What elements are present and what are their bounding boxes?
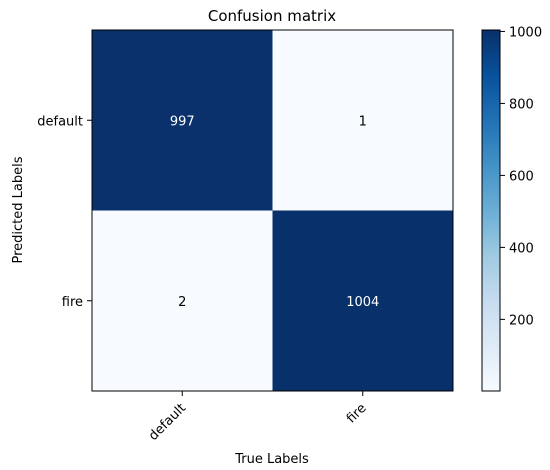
x-axis-label: True Labels: [234, 452, 309, 467]
cell-value-label: 997: [170, 114, 195, 129]
x-axis: default fire: [146, 391, 370, 444]
colorbar-tick-label: 1000: [509, 25, 542, 40]
heatmap-cell: [272, 30, 453, 211]
colorbar-ticks: 200 400 600 800 1000: [500, 25, 542, 328]
colorbar: 200 400 600 800 1000: [481, 25, 542, 392]
heatmap-cell: [272, 210, 453, 391]
y-axis-label: Predicted Labels: [11, 156, 26, 263]
plot-frame: [91, 29, 454, 392]
x-tick-label: default: [146, 401, 189, 444]
colorbar-gradient: [481, 29, 501, 392]
heatmap-cell: [92, 30, 273, 211]
cell-value-label: 1: [359, 114, 367, 129]
heatmap-cell: [92, 210, 273, 391]
colorbar-tick-label: 800: [509, 97, 534, 112]
heatmap-cells: 997 1 2 1004: [92, 30, 453, 391]
chart-title: Confusion matrix: [208, 7, 336, 25]
colorbar-tick-label: 400: [509, 241, 534, 256]
y-axis: default fire: [37, 114, 92, 310]
colorbar-tick-label: 200: [509, 313, 534, 328]
x-tick-label: fire: [344, 401, 370, 427]
cell-value-label: 2: [178, 295, 186, 310]
y-tick-label: default: [37, 114, 83, 129]
cell-value-label: 1004: [346, 295, 379, 310]
colorbar-tick-label: 600: [509, 169, 534, 184]
y-tick-label: fire: [62, 295, 83, 310]
